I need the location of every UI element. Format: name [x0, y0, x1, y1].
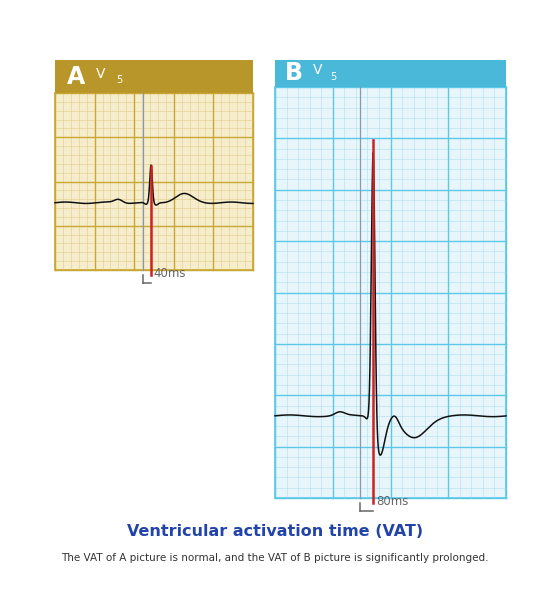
Bar — [55, 93, 253, 270]
Bar — [275, 87, 506, 498]
Text: A: A — [67, 64, 85, 88]
Bar — [55, 60, 253, 93]
Bar — [275, 60, 506, 87]
Text: 5: 5 — [116, 76, 122, 85]
Text: 80ms: 80ms — [376, 495, 408, 508]
Text: B: B — [285, 61, 303, 85]
Text: Ventricular activation time (VAT): Ventricular activation time (VAT) — [127, 523, 423, 539]
Text: The VAT of A picture is normal, and the VAT of B picture is significantly prolon: The VAT of A picture is normal, and the … — [61, 553, 489, 563]
Text: V: V — [96, 67, 106, 81]
Text: 40ms: 40ms — [154, 267, 186, 280]
Text: 5: 5 — [331, 72, 337, 82]
Text: V: V — [312, 63, 322, 77]
